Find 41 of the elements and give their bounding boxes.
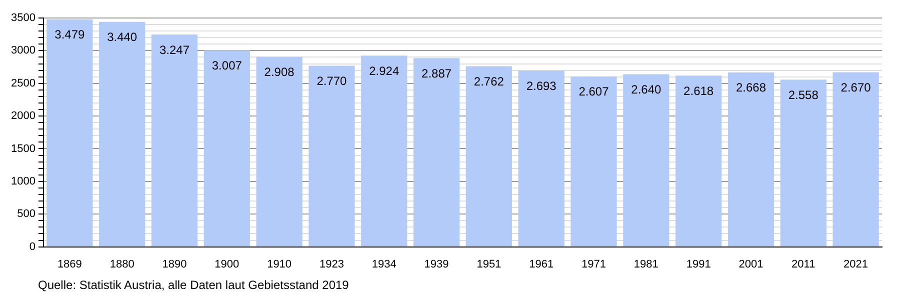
- x-tick-label: 1951: [476, 258, 502, 270]
- x-tick-label: 1890: [162, 258, 187, 270]
- y-tick-label: 1500: [10, 142, 36, 155]
- data-label: 2.908: [264, 65, 295, 80]
- x-tick-label: 1961: [529, 258, 554, 270]
- data-label: 2.924: [369, 64, 400, 78]
- data-label: 2.607: [578, 84, 610, 99]
- y-tick-label: 3500: [10, 12, 36, 24]
- y-tick-label: 2500: [10, 77, 36, 90]
- y-tick-label: 3000: [10, 44, 36, 57]
- x-tick-label: 1880: [110, 258, 134, 270]
- x-tick-label: 1900: [214, 258, 240, 270]
- data-label: 2.640: [631, 82, 662, 97]
- x-tick-label: 2001: [738, 258, 764, 270]
- data-label: 2.618: [684, 84, 714, 98]
- data-label: 3.440: [107, 30, 138, 44]
- x-tick-label: 1910: [267, 258, 292, 270]
- y-tick-label: 0: [29, 240, 36, 253]
- y-tick-label: 1000: [10, 175, 36, 188]
- data-label: 3.247: [159, 42, 190, 57]
- y-tick-label: 500: [17, 208, 36, 220]
- x-tick-label: 2021: [844, 258, 868, 270]
- data-label: 3.479: [54, 28, 86, 42]
- data-label: 3.007: [212, 58, 242, 73]
- source-note: Quelle: Statistik Austria, alle Daten laut Gebietsstand 2019: [38, 278, 350, 292]
- x-tick-label: 2011: [792, 258, 816, 270]
- data-label: 2.670: [840, 80, 872, 95]
- x-tick-label: 1934: [372, 258, 396, 270]
- data-label: 2.770: [316, 74, 348, 88]
- data-label: 2.693: [526, 79, 557, 94]
- y-tick-label: 2000: [10, 110, 36, 122]
- x-tick-label: 1923: [319, 258, 344, 270]
- data-label: 2.668: [736, 80, 766, 95]
- data-label: 2.762: [474, 74, 504, 89]
- data-label: 2.558: [788, 88, 819, 102]
- data-label: 2.887: [422, 66, 452, 80]
- x-tick-label: 1991: [686, 258, 711, 270]
- x-tick-label: 1981: [634, 258, 658, 270]
- x-tick-label: 1939: [424, 258, 449, 270]
- x-tick-label: 1971: [582, 258, 606, 270]
- x-tick-label: 1869: [57, 258, 82, 270]
